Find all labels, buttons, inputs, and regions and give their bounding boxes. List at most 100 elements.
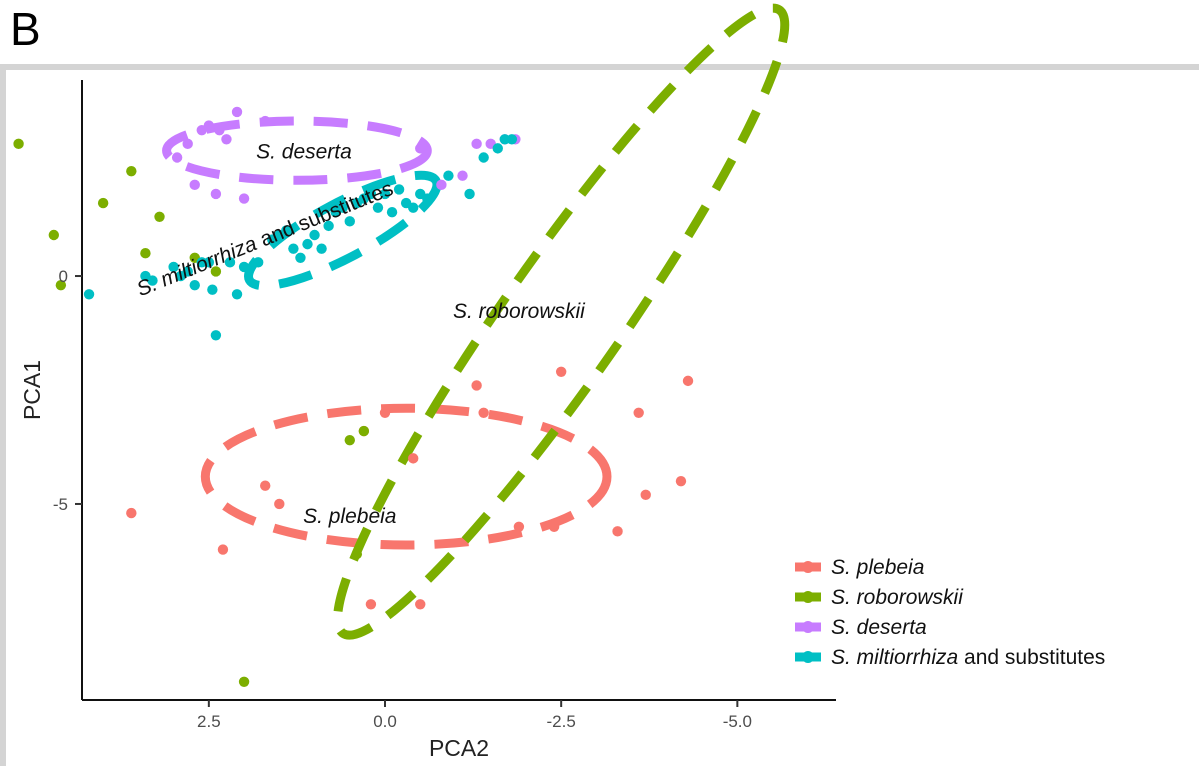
point-s0-9	[471, 380, 482, 391]
point-s3-12	[231, 289, 243, 300]
point-s2-5	[221, 134, 232, 145]
point-s1-10	[358, 425, 370, 437]
point-s3-32	[386, 207, 398, 218]
point-s1-13	[351, 548, 363, 560]
point-s0-3	[274, 498, 285, 510]
point-s3-21	[309, 229, 320, 241]
point-s0-16	[640, 489, 651, 501]
legend-key-point-0	[802, 561, 814, 573]
group-label-layer: S. plebeia S. roborowskii S. deserta S. mil…	[133, 140, 586, 528]
point-s2-11	[415, 143, 426, 154]
ellipse-series-3	[244, 170, 442, 291]
point-s0-8	[415, 599, 426, 610]
point-s3-17	[281, 225, 292, 236]
group-label-2: S. deserta	[256, 140, 352, 163]
point-s2-12	[471, 138, 482, 150]
point-s3-40	[478, 152, 489, 163]
ellipse-series-0	[200, 403, 612, 550]
y-tick-label-1: -5	[53, 495, 68, 514]
point-s0-13	[548, 521, 560, 532]
point-s1-9	[210, 266, 222, 277]
point-s1-7	[154, 211, 165, 222]
legend-entry-1: S. roborowskii	[831, 586, 964, 609]
point-s1-2	[48, 229, 60, 241]
point-s1-1	[13, 138, 24, 150]
point-s3-25	[337, 202, 348, 213]
point-s1-12	[238, 676, 250, 687]
group-label-1: S. roborowskii	[453, 300, 586, 323]
point-s3-33	[393, 184, 405, 195]
ellipse-series-1	[333, 3, 790, 640]
legend-key-point-3	[802, 651, 814, 663]
ellipse-series-2	[162, 116, 432, 185]
point-s3-29	[365, 188, 377, 200]
point-s3-41	[492, 143, 503, 154]
axes-layer: 2.5 0.0 -2.5 -5.0 0 -5 PCA2 PCA1	[19, 80, 836, 761]
point-s1-5	[126, 165, 137, 177]
point-s3-35	[407, 202, 419, 213]
x-tick-label-2: -2.5	[547, 712, 576, 731]
point-s0-10	[478, 407, 489, 418]
point-s3-18	[288, 243, 299, 254]
point-s0-0	[126, 507, 137, 519]
point-s3-43	[506, 134, 518, 145]
point-s3-30	[372, 202, 384, 213]
group-label-0: S. plebeia	[303, 505, 396, 528]
point-s3-20	[302, 238, 313, 250]
point-s2-0	[171, 152, 183, 163]
legend: S. plebeia S. roborowskii S. deserta S. mil…	[795, 556, 1105, 669]
point-s0-14	[612, 526, 623, 537]
point-s3-0	[83, 289, 95, 300]
points-layer	[13, 106, 694, 687]
point-s3-10	[210, 330, 222, 341]
point-s0-7	[407, 453, 419, 464]
point-s0-18	[682, 375, 694, 387]
point-s0-17	[675, 475, 687, 487]
point-s3-9	[207, 284, 218, 295]
point-s0-1	[217, 544, 229, 555]
legend-entry-0: S. plebeia	[831, 556, 924, 579]
point-s0-11	[513, 521, 525, 532]
point-s3-13	[238, 261, 250, 273]
point-s1-4	[97, 197, 109, 209]
point-s2-1	[182, 138, 193, 150]
group-label-3: S. miltiorrhiza and substitutes	[133, 177, 396, 301]
point-s3-14	[252, 257, 264, 268]
point-s3-26	[344, 216, 355, 227]
point-s2-6	[231, 106, 243, 118]
point-s3-38	[443, 170, 454, 181]
legend-key-point-1	[802, 591, 814, 603]
point-s2-10	[238, 193, 250, 204]
point-s2-8	[189, 179, 200, 191]
legend-entry-2: S. deserta	[831, 616, 927, 639]
point-s2-17	[436, 179, 447, 191]
point-s2-3	[203, 120, 215, 131]
left-divider	[0, 64, 6, 766]
legend-key-point-2	[802, 621, 814, 633]
x-axis-title: PCA2	[429, 735, 489, 761]
point-s3-39	[464, 188, 475, 200]
point-s3-11	[224, 257, 236, 268]
point-s0-15	[633, 407, 644, 418]
x-tick-label-3: -5.0	[723, 712, 752, 731]
legend-entry-3: S. miltiorrhiza and substitutes	[831, 646, 1105, 669]
point-s3-6	[189, 279, 200, 291]
point-s1-6	[140, 248, 151, 259]
point-s3-8	[203, 257, 215, 268]
point-s3-2	[147, 275, 158, 286]
point-s0-2	[260, 480, 271, 491]
point-s3-3	[168, 261, 179, 273]
point-s0-12	[555, 366, 567, 377]
point-s1-3	[55, 279, 67, 291]
y-axis-title: PCA1	[19, 360, 45, 420]
point-s2-4	[214, 124, 225, 136]
x-tick-label-1: 0.0	[373, 712, 397, 731]
panel-label: B	[10, 3, 41, 55]
point-s2-9	[210, 188, 222, 200]
point-s3-31	[379, 188, 391, 200]
point-s3-19	[295, 252, 306, 263]
ellipse-layer	[162, 3, 790, 640]
point-s2-16	[457, 170, 468, 181]
point-s3-22	[316, 243, 327, 254]
